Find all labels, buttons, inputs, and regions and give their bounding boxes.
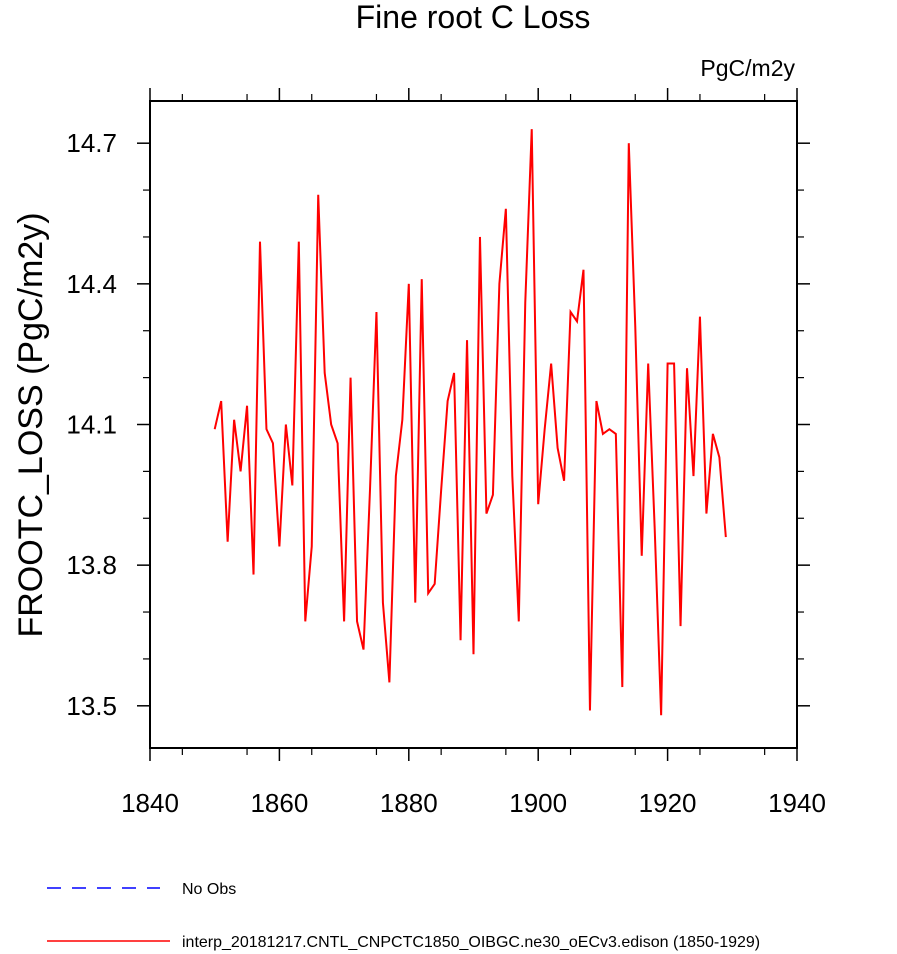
x-tick-label: 1920 xyxy=(639,788,697,818)
y-tick-label: 14.1 xyxy=(66,410,117,440)
x-tick-label: 1940 xyxy=(768,788,826,818)
y-axis-label: FROOTC_LOSS (PgC/m2y) xyxy=(12,212,50,637)
x-tick-label: 1880 xyxy=(380,788,438,818)
y-tick-label: 14.7 xyxy=(66,128,117,158)
x-tick-label: 1860 xyxy=(250,788,308,818)
y-tick-label: 13.8 xyxy=(66,550,117,580)
series-line xyxy=(213,129,727,716)
series-layer xyxy=(213,129,727,716)
plot-frame xyxy=(149,100,798,749)
chart-title: Fine root C Loss xyxy=(356,0,591,35)
tick-labels: 1840 1860 1880 1900 1920 1940 13.5 13.8 14.1 14.4… xyxy=(66,128,826,818)
legend-label-no-obs: No Obs xyxy=(182,881,236,898)
x-tick-label: 1900 xyxy=(509,788,567,818)
x-tick-label: 1840 xyxy=(121,788,179,818)
y-tick-label: 13.5 xyxy=(66,691,117,721)
chart-units: PgC/m2y xyxy=(700,55,795,81)
legend: No Obs interp_20181217.CNTL_CNPCTC1850_O… xyxy=(47,881,760,951)
y-tick-label: 14.4 xyxy=(66,269,117,299)
legend-label-model: interp_20181217.CNTL_CNPCTC1850_OIBGC.ne… xyxy=(182,934,760,951)
axis-ticks xyxy=(137,88,810,761)
